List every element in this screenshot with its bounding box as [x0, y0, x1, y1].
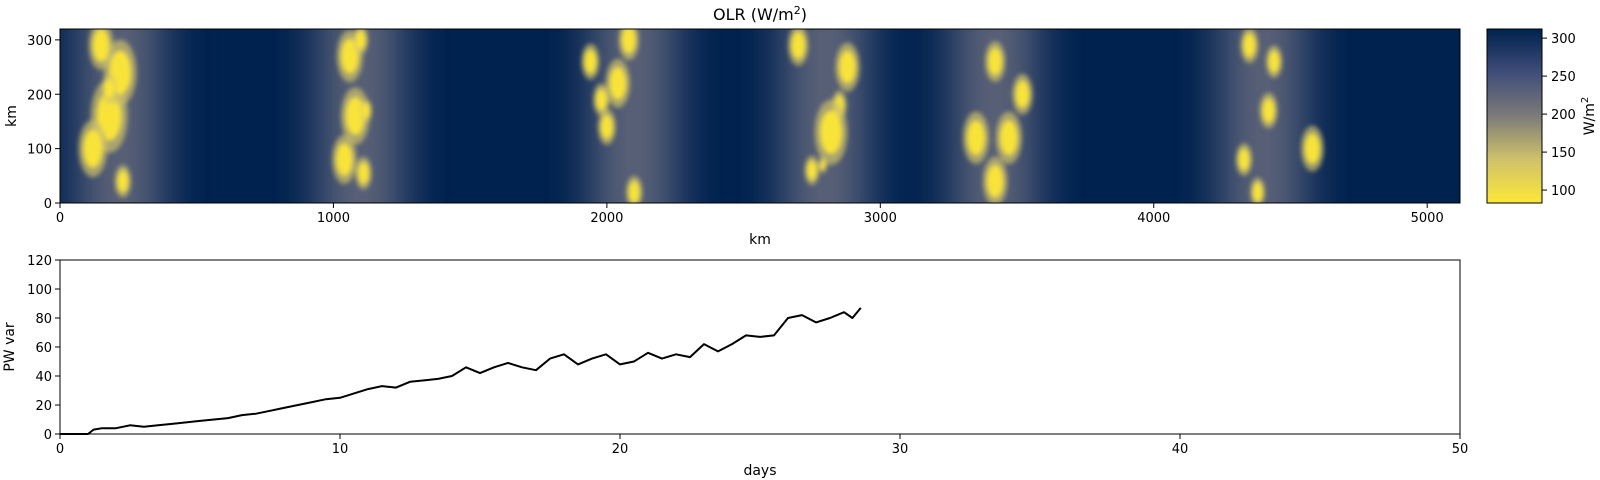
convective-cell	[341, 38, 359, 74]
convective-cell	[988, 48, 1002, 76]
y-tick-label: 20	[35, 399, 52, 414]
convective-cell	[362, 102, 371, 119]
convective-cell	[1000, 120, 1018, 156]
heatmap-x-label: km	[749, 232, 771, 248]
line-y-label: PW var	[2, 322, 18, 372]
convective-cell	[791, 31, 806, 59]
colorbar-label: W/m2	[1580, 97, 1598, 136]
convective-band-core	[604, 29, 665, 203]
heatmap-title: OLR (W/m2)	[713, 4, 807, 24]
line-x-axis: 0 10 20 30 40 50	[56, 434, 1468, 457]
convective-cell	[621, 29, 636, 54]
convective-cell	[967, 120, 985, 156]
y-tick-label: 60	[35, 341, 52, 356]
colorbar-axis: 100 150 200 250 300	[1542, 32, 1576, 199]
x-tick-label: 5000	[1411, 211, 1444, 226]
x-tick-label: 0	[56, 211, 64, 226]
convective-cell	[820, 110, 843, 155]
x-tick-label: 2000	[590, 211, 623, 226]
convective-cell	[600, 114, 613, 139]
y-tick-label: 0	[44, 428, 52, 443]
convective-cell	[609, 67, 627, 100]
convective-cell	[104, 79, 115, 99]
convective-cell	[1262, 98, 1275, 123]
convective-cell	[820, 159, 826, 171]
line-plot-area	[59, 259, 1461, 435]
convective-cell	[807, 160, 817, 181]
convective-cell	[336, 143, 353, 176]
colorbar	[1486, 28, 1543, 204]
convective-cell	[92, 29, 110, 62]
y-tick-label: 80	[35, 312, 52, 327]
convective-cell	[96, 91, 122, 141]
heatmap-area	[60, 29, 1460, 203]
convective-cell	[1015, 80, 1030, 108]
convective-cell	[628, 181, 640, 203]
convective-cell	[358, 162, 369, 184]
convective-cell	[1304, 133, 1320, 164]
line-x-label: days	[743, 463, 776, 479]
y-tick-label: 40	[35, 370, 52, 385]
x-tick-label: 50	[1452, 442, 1469, 457]
y-tick-label: 200	[27, 88, 52, 103]
y-tick-label: 250	[1551, 70, 1576, 85]
x-tick-label: 10	[332, 442, 349, 457]
convective-cell	[986, 164, 1004, 198]
y-tick-label: 0	[44, 197, 52, 212]
convective-cell	[1268, 50, 1280, 73]
x-tick-label: 1000	[317, 211, 350, 226]
y-tick-label: 100	[27, 143, 52, 158]
convective-cell	[595, 88, 607, 111]
line-y-axis: 0 20 40 60 80 100 120	[27, 254, 60, 443]
heatmap-y-label: km	[4, 105, 20, 127]
pw-var-series-line	[60, 307, 862, 435]
heatmap-frame	[59, 28, 1461, 204]
y-tick-label: 300	[1551, 32, 1576, 47]
convective-cell	[1238, 148, 1250, 171]
convective-cells	[78, 29, 1324, 203]
convective-cell	[1252, 182, 1263, 202]
y-tick-label: 120	[27, 254, 52, 269]
convective-cell	[584, 49, 597, 74]
convective-cell	[117, 170, 129, 193]
y-tick-label: 300	[27, 34, 52, 49]
y-tick-label: 100	[27, 283, 52, 298]
y-tick-label: 150	[1551, 146, 1576, 161]
x-tick-label: 4000	[1137, 211, 1170, 226]
x-tick-label: 0	[56, 442, 64, 457]
convective-cell	[83, 129, 103, 168]
heatmap-x-axis: 0 1000 2000 3000 4000 5000	[56, 203, 1444, 226]
convective-cell	[1243, 33, 1256, 58]
x-tick-label: 20	[612, 442, 629, 457]
convective-cell	[355, 30, 366, 50]
x-tick-label: 30	[892, 442, 909, 457]
y-tick-label: 100	[1551, 184, 1576, 199]
heatmap-y-axis: 0 100 200 300	[27, 34, 60, 212]
convective-cell	[839, 50, 856, 84]
x-tick-label: 3000	[864, 211, 897, 226]
y-tick-label: 200	[1551, 108, 1576, 123]
convective-cell	[345, 96, 365, 136]
x-tick-label: 40	[1172, 442, 1189, 457]
